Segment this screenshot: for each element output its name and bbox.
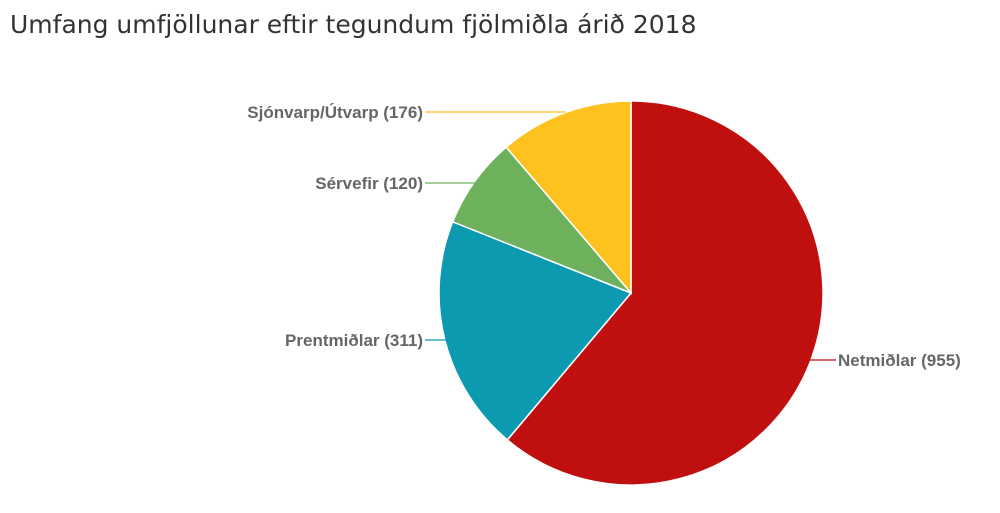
slice-label: Prentmiðlar (311)	[285, 331, 423, 350]
leader-line	[796, 353, 836, 361]
slice-labels: Netmiðlar (955) Prentmiðlar (311) Sérvefir…	[247, 103, 961, 370]
pie-slice	[505, 100, 632, 296]
pie-slice	[506, 100, 824, 486]
pie-slices	[438, 100, 824, 486]
leader-lines	[425, 111, 836, 361]
leader-line	[425, 335, 460, 341]
chart-title: Umfang umfjöllunar eftir tegundum fjölmi…	[10, 10, 697, 39]
slice-label: Netmiðlar (955)	[838, 351, 961, 370]
slice-label: Sérvefir (120)	[315, 174, 423, 193]
pie-slice	[451, 146, 632, 294]
leader-line	[425, 182, 488, 191]
slice-label: Sjónvarp/Útvarp (176)	[247, 103, 423, 122]
